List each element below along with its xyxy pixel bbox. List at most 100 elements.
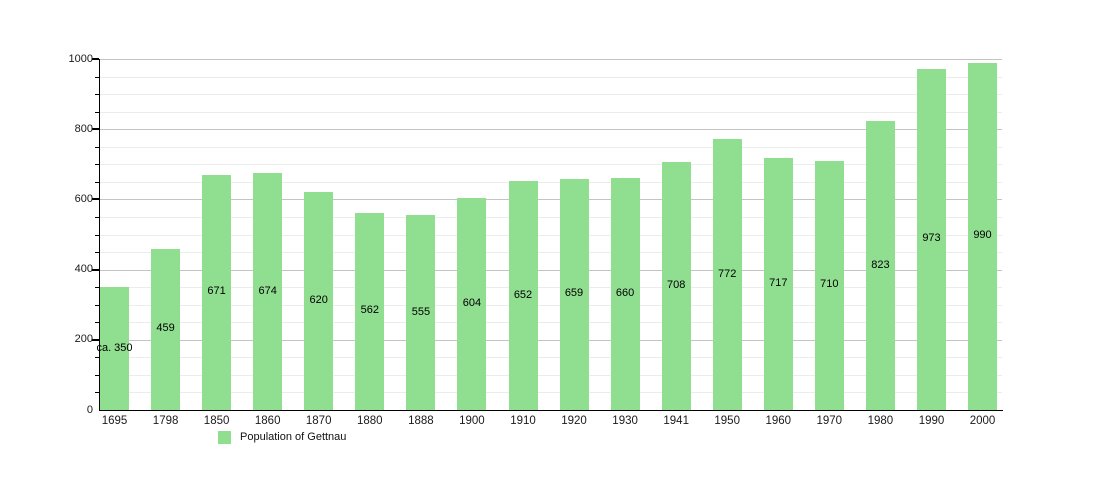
bar	[917, 68, 946, 410]
bar	[814, 160, 844, 410]
bar-value-label: 990	[973, 229, 992, 242]
gridline-minor	[100, 94, 1002, 96]
y-axis-line	[99, 59, 100, 411]
bar	[661, 161, 691, 410]
x-tick-label: 1970	[816, 415, 843, 427]
bar	[355, 212, 385, 410]
x-tick-label: 1990	[918, 415, 945, 427]
legend: Population of Gettnau	[218, 431, 346, 444]
y-tick-minor	[95, 217, 99, 218]
bar-value-label: 674	[258, 284, 277, 297]
gridline-minor	[100, 181, 1002, 183]
y-tick-minor	[95, 181, 99, 183]
bar	[457, 198, 487, 410]
y-tick-label: 1000	[68, 52, 93, 65]
y-tick-major	[92, 198, 99, 201]
bar-value-label: 562	[360, 304, 379, 317]
x-tick-label: 1860	[254, 415, 281, 427]
bar	[865, 121, 895, 410]
gridline-minor	[100, 76, 1002, 78]
bar-value-label: 459	[156, 322, 175, 335]
gridline-minor	[100, 217, 1002, 218]
y-tick-minor	[95, 304, 99, 306]
x-tick-label: 1920	[561, 415, 587, 427]
bar-value-label: 973	[922, 232, 941, 245]
gridline-minor	[100, 374, 1002, 376]
bar	[202, 174, 232, 410]
bar-value-label: 823	[871, 258, 890, 271]
bar-value-label: 660	[615, 287, 635, 300]
gridline-minor	[100, 252, 1002, 254]
gridline-minor	[100, 146, 1002, 148]
x-tick-label: 1980	[867, 415, 894, 427]
x-tick-label: 1910	[510, 415, 536, 427]
y-tick-minor	[95, 252, 99, 254]
bar-value-label: 555	[411, 305, 431, 318]
x-tick-label: 1960	[765, 415, 792, 427]
gridline-minor	[100, 164, 1002, 166]
legend-label: Population of Gettnau	[240, 431, 347, 443]
y-tick-label: 200	[74, 333, 93, 346]
bar	[763, 158, 793, 410]
bar-value-label: 652	[513, 288, 533, 301]
y-tick-label: 800	[74, 122, 93, 135]
legend-swatch	[218, 431, 231, 444]
y-tick-minor	[95, 111, 99, 113]
x-tick-label: 1950	[714, 415, 740, 427]
bar-value-label: 708	[667, 278, 686, 291]
gridline-minor	[100, 111, 1002, 113]
y-tick-minor	[95, 392, 99, 394]
gridline-minor	[100, 287, 1002, 289]
gridline-major	[100, 339, 1002, 341]
y-tick-minor	[95, 146, 99, 148]
x-tick-label: 1798	[152, 415, 179, 427]
y-tick-major	[92, 58, 99, 60]
y-tick-minor	[95, 234, 99, 236]
gridline-major	[100, 199, 1002, 201]
gridline-minor	[100, 304, 1002, 306]
bar	[712, 139, 742, 410]
bar-value-label: ca. 350	[96, 341, 133, 354]
x-tick-label: 1900	[459, 415, 485, 427]
gridline-minor	[100, 322, 1002, 324]
gridline-major	[100, 59, 1002, 60]
x-tick-label: 2000	[969, 415, 996, 427]
y-tick-minor	[95, 164, 99, 166]
bar-value-label: 620	[309, 294, 328, 307]
y-tick-major	[92, 338, 99, 341]
bar	[968, 62, 997, 410]
gridline-minor	[100, 357, 1002, 359]
bar	[253, 173, 283, 410]
bar	[100, 287, 129, 410]
gridline-minor	[100, 234, 1002, 236]
y-tick-minor	[95, 287, 99, 289]
gridline-minor	[100, 392, 1002, 394]
bar-value-label: 659	[564, 287, 584, 300]
bar	[508, 181, 538, 410]
y-tick-minor	[95, 374, 99, 376]
bar	[304, 192, 334, 410]
x-tick-label: 1870	[305, 415, 332, 427]
y-tick-minor	[95, 94, 99, 96]
bar	[406, 215, 436, 410]
x-axis-line	[99, 410, 1003, 411]
x-tick-label: 1880	[357, 415, 383, 427]
y-tick-minor	[95, 322, 99, 324]
bar	[559, 178, 589, 410]
bar-value-label: 772	[718, 267, 737, 280]
gridline-major	[100, 269, 1002, 271]
bar-value-label: 710	[820, 278, 839, 291]
x-tick-label: 1941	[663, 415, 689, 427]
y-tick-label: 400	[74, 263, 93, 276]
x-tick-label: 1850	[203, 415, 230, 427]
bar-value-label: 717	[769, 277, 788, 290]
x-tick-label: 1930	[612, 415, 638, 427]
bar-value-label: 671	[207, 285, 226, 298]
x-tick-label: 1888	[408, 415, 434, 427]
plot-area	[100, 59, 1002, 410]
bar-value-label: 604	[462, 297, 482, 309]
bar	[610, 178, 640, 410]
y-tick-minor	[95, 76, 99, 78]
y-tick-minor	[95, 357, 99, 359]
